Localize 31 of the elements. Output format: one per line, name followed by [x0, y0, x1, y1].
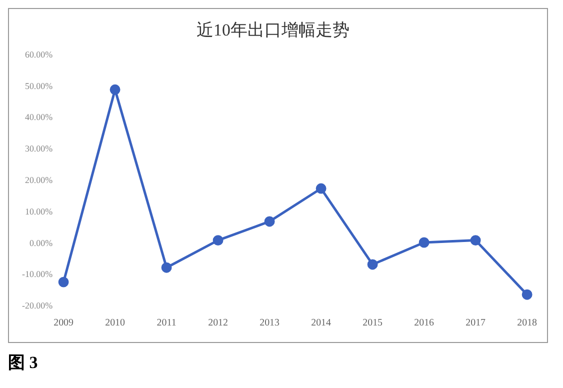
caption: 图 3 — [8, 352, 39, 374]
point — [212, 235, 224, 246]
y-tick-label: 10.00% — [24, 206, 54, 216]
point — [110, 84, 120, 95]
x-tick-label: 2013 — [260, 318, 280, 329]
y-tick-label: 50.00% — [24, 80, 54, 91]
y-tick-label: -20.00% — [22, 300, 54, 311]
chart-title: 近10年出口增幅走势 — [196, 20, 350, 40]
x-tick-label: 2018 — [517, 318, 538, 329]
point — [367, 259, 378, 270]
x-tick-label: 2010 — [105, 318, 126, 329]
y-tick-label: 40.00% — [24, 112, 54, 122]
x-tick-label: 2011 — [156, 318, 176, 329]
x-tick-label: 2016 — [414, 318, 434, 329]
y-tick-label: 0.00% — [29, 238, 54, 248]
y-tick-label: 60.00% — [24, 49, 54, 60]
point — [418, 237, 430, 248]
x-tick-label: 2014 — [311, 318, 332, 329]
point — [58, 276, 69, 288]
point — [161, 262, 172, 273]
x-tick-label: 2015 — [362, 318, 383, 329]
y-tick-label: 20.00% — [24, 175, 54, 186]
y-tick-label: 30.00% — [24, 144, 54, 154]
x-tick-label: 2009 — [54, 318, 74, 329]
point — [316, 183, 326, 194]
point — [264, 216, 275, 227]
x-tick-label: 2012 — [208, 318, 228, 329]
point — [470, 235, 481, 246]
y-tick-label: -10.00% — [22, 269, 54, 280]
point — [522, 289, 532, 300]
x-tick-label: 2017 — [466, 318, 486, 329]
